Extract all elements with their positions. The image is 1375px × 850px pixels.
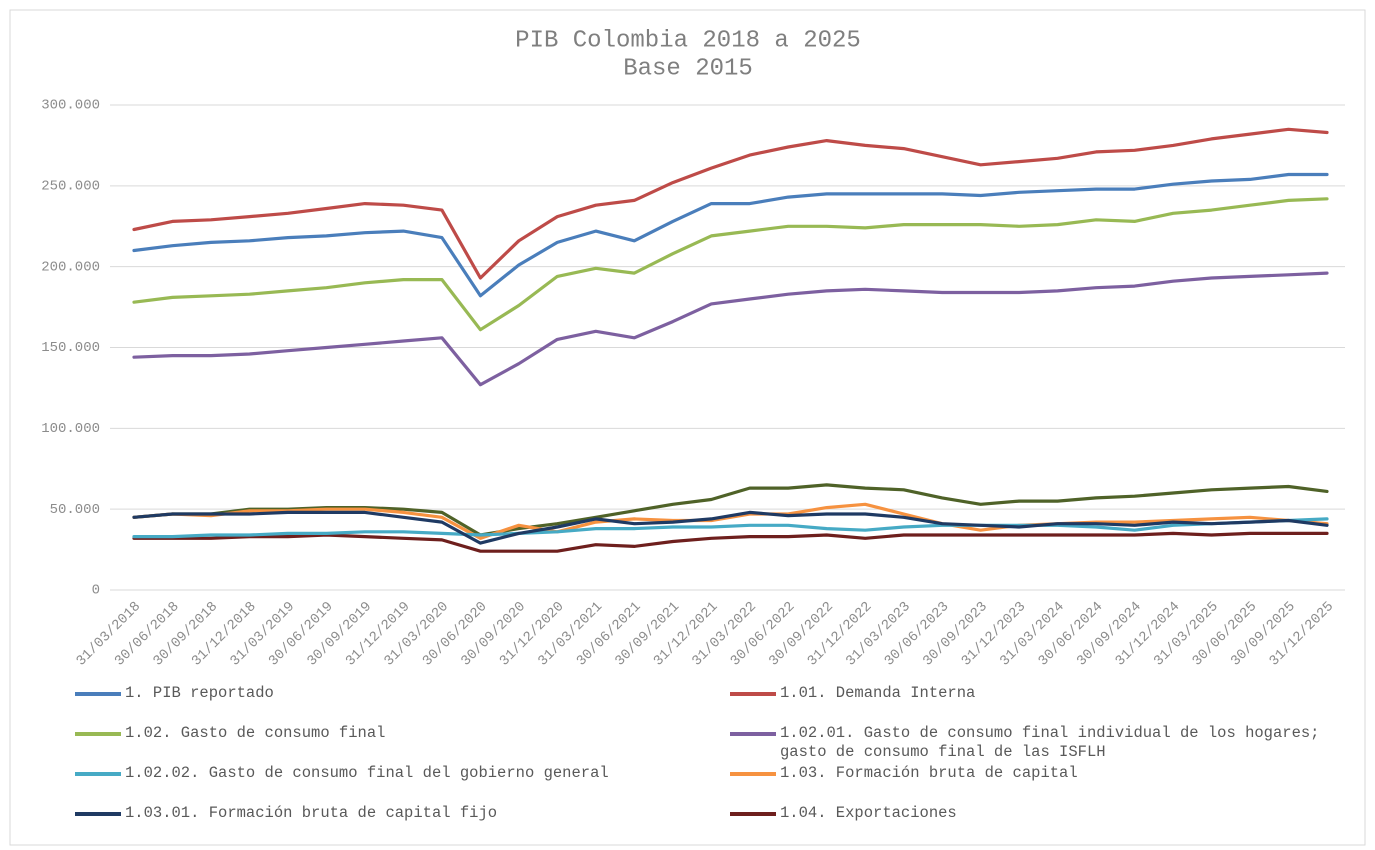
legend-swatch <box>730 812 776 816</box>
legend-label: 1.02.01. Gasto de consumo final individu… <box>780 724 1320 761</box>
legend: 1. PIB reportado 1.01. Demanda Interna 1.0… <box>75 684 1335 844</box>
legend-item: 1.03. Formación bruta de capital <box>730 764 1335 804</box>
legend-swatch <box>75 772 121 776</box>
y-tick-label: 50.000 <box>50 502 100 518</box>
chart-subtitle: Base 2015 <box>623 55 753 82</box>
legend-item: 1.04. Exportaciones <box>730 804 1335 844</box>
legend-label: 1.01. Demanda Interna <box>780 684 976 702</box>
legend-label: 1.04. Exportaciones <box>780 804 957 822</box>
legend-item: 1.01. Demanda Interna <box>730 684 1335 724</box>
legend-item: 1. PIB reportado <box>75 684 730 724</box>
series-line <box>132 531 1329 553</box>
legend-item: 1.02. Gasto de consumo final <box>75 724 730 764</box>
legend-swatch <box>730 732 776 736</box>
legend-swatch <box>75 732 121 736</box>
legend-label: 1. PIB reportado <box>125 684 274 702</box>
y-tick-label: 200.000 <box>41 259 100 275</box>
legend-item: 1.02.01. Gasto de consumo final individu… <box>730 724 1335 764</box>
legend-item: 1.03.01. Formación bruta de capital fijo <box>75 804 730 844</box>
series-line <box>132 510 1329 545</box>
legend-label: 1.03. Formación bruta de capital <box>780 764 1078 782</box>
chart-title: PIB Colombia 2018 a 2025 <box>515 27 861 54</box>
y-tick-label: 0 <box>92 583 100 599</box>
legend-label: 1.03.01. Formación bruta de capital fijo <box>125 804 498 822</box>
legend-label: 1.02.02. Gasto de consumo final del gobi… <box>125 764 609 782</box>
legend-swatch <box>730 692 776 696</box>
legend-swatch <box>75 812 121 816</box>
legend-swatch <box>730 772 776 776</box>
y-tick-label: 150.000 <box>41 340 100 356</box>
chart-border <box>9 9 1366 846</box>
y-tick-label: 300.000 <box>41 98 100 114</box>
series-line <box>132 271 1329 387</box>
y-tick-label: 100.000 <box>41 421 100 437</box>
series-line <box>132 127 1329 280</box>
series-line <box>132 172 1329 298</box>
y-tick-label: 250.000 <box>41 179 100 195</box>
legend-label: 1.02. Gasto de consumo final <box>125 724 386 742</box>
series-line <box>132 517 1329 539</box>
series-line <box>132 197 1329 332</box>
legend-swatch <box>75 692 121 696</box>
legend-item: 1.02.02. Gasto de consumo final del gobi… <box>75 764 730 804</box>
